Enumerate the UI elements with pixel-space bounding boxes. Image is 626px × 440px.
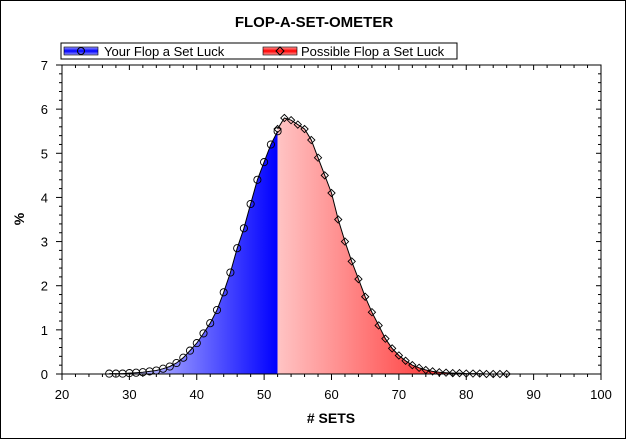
data-point-red — [441, 368, 451, 377]
data-point-red — [455, 368, 464, 378]
chart-title: FLOP-A-SET-OMETER — [235, 14, 393, 31]
x-axis-title: # SETS — [307, 410, 355, 426]
data-point-red — [367, 307, 377, 317]
x-tick-label: 20 — [55, 387, 69, 402]
data-point-red — [334, 215, 343, 224]
data-point-red — [414, 363, 424, 373]
series-line-0 — [109, 130, 279, 375]
legend-box — [60, 42, 458, 60]
x-tick-label: 40 — [190, 387, 204, 402]
data-point-blue — [212, 305, 222, 315]
y-tick-label: 1 — [41, 323, 48, 338]
y-tick-label: 7 — [41, 58, 48, 73]
data-point-red — [360, 292, 370, 301]
data-point-red — [488, 369, 498, 379]
legend-item-your-luck: Your Flop a Set Luck — [63, 44, 225, 59]
legend-item-possible-luck: Possible Flop a Set Luck — [262, 44, 445, 59]
data-point-blue — [185, 346, 195, 355]
legend: Your Flop a Set Luck Possible Flop a Set… — [60, 42, 458, 60]
data-point-red — [502, 369, 511, 379]
data-point-red — [408, 360, 417, 370]
data-point-red — [300, 124, 309, 134]
data-point-blue — [260, 158, 269, 167]
data-point-blue — [253, 175, 262, 184]
circle-marker-icon — [77, 47, 85, 55]
data-point-blue — [266, 140, 275, 149]
data-point-red — [401, 356, 410, 365]
data-point-red — [468, 369, 478, 378]
data-point-blue — [273, 127, 282, 136]
y-tick-label: 5 — [41, 146, 48, 161]
x-tick-label: 60 — [324, 387, 338, 402]
data-point-red — [347, 257, 356, 266]
data-point-blue — [206, 319, 215, 328]
data-point-red — [475, 369, 484, 378]
data-point-red — [381, 334, 390, 343]
x-tick-label: 30 — [122, 387, 136, 402]
y-axis: 0 1 2 3 4 5 6 7 — [41, 58, 601, 382]
x-tick-label: 90 — [526, 387, 540, 402]
y-tick-label: 6 — [41, 102, 48, 117]
data-point-red — [307, 135, 316, 145]
data-point-blue — [226, 268, 235, 277]
data-point-blue — [132, 368, 141, 377]
legend-swatch-red — [262, 46, 298, 56]
x-tick-label: 70 — [392, 387, 406, 402]
data-point-blue — [192, 339, 201, 348]
x-tick-label: 80 — [459, 387, 473, 402]
data-point-red — [327, 188, 336, 198]
data-point-red — [387, 344, 397, 353]
y-axis-title: % — [11, 212, 27, 225]
x-axis: 20 30 40 50 60 70 80 90 100 — [55, 65, 612, 402]
data-point-blue — [239, 224, 248, 233]
area-fill-series-0 — [109, 131, 278, 374]
data-point-blue — [246, 199, 255, 209]
data-point-red — [374, 321, 383, 330]
legend-label-possible-luck: Possible Flop a Set Luck — [301, 44, 445, 59]
data-point-blue — [233, 244, 242, 253]
data-point-red — [320, 171, 329, 180]
data-point-blue — [199, 329, 208, 338]
y-tick-label: 3 — [41, 235, 48, 250]
x-tick-label: 50 — [257, 387, 271, 402]
area-fill-series-1 — [277, 118, 507, 374]
legend-label-your-luck: Your Flop a Set Luck — [104, 44, 225, 59]
y-tick-label: 4 — [41, 190, 48, 205]
data-point-red — [280, 113, 289, 123]
data-point-red — [428, 367, 437, 376]
data-point-blue — [179, 353, 188, 362]
series-areas — [109, 118, 507, 374]
y-tick-label: 2 — [41, 279, 48, 294]
data-point-red — [293, 120, 303, 129]
data-point-red — [394, 351, 404, 360]
data-point-blue — [219, 288, 228, 297]
data-point-red — [286, 115, 296, 125]
data-point-blue — [165, 362, 174, 371]
data-point-red — [495, 369, 505, 379]
data-point-red — [354, 274, 363, 284]
legend-swatch-blue — [63, 46, 99, 56]
data-point-blue — [172, 358, 181, 368]
data-point-red — [340, 237, 350, 246]
data-point-red — [313, 153, 323, 162]
y-tick-label: 0 — [41, 367, 48, 382]
x-tick-label: 100 — [590, 387, 612, 402]
data-point-red — [482, 369, 491, 379]
diamond-marker-icon — [275, 46, 285, 56]
data-point-red — [273, 124, 282, 134]
